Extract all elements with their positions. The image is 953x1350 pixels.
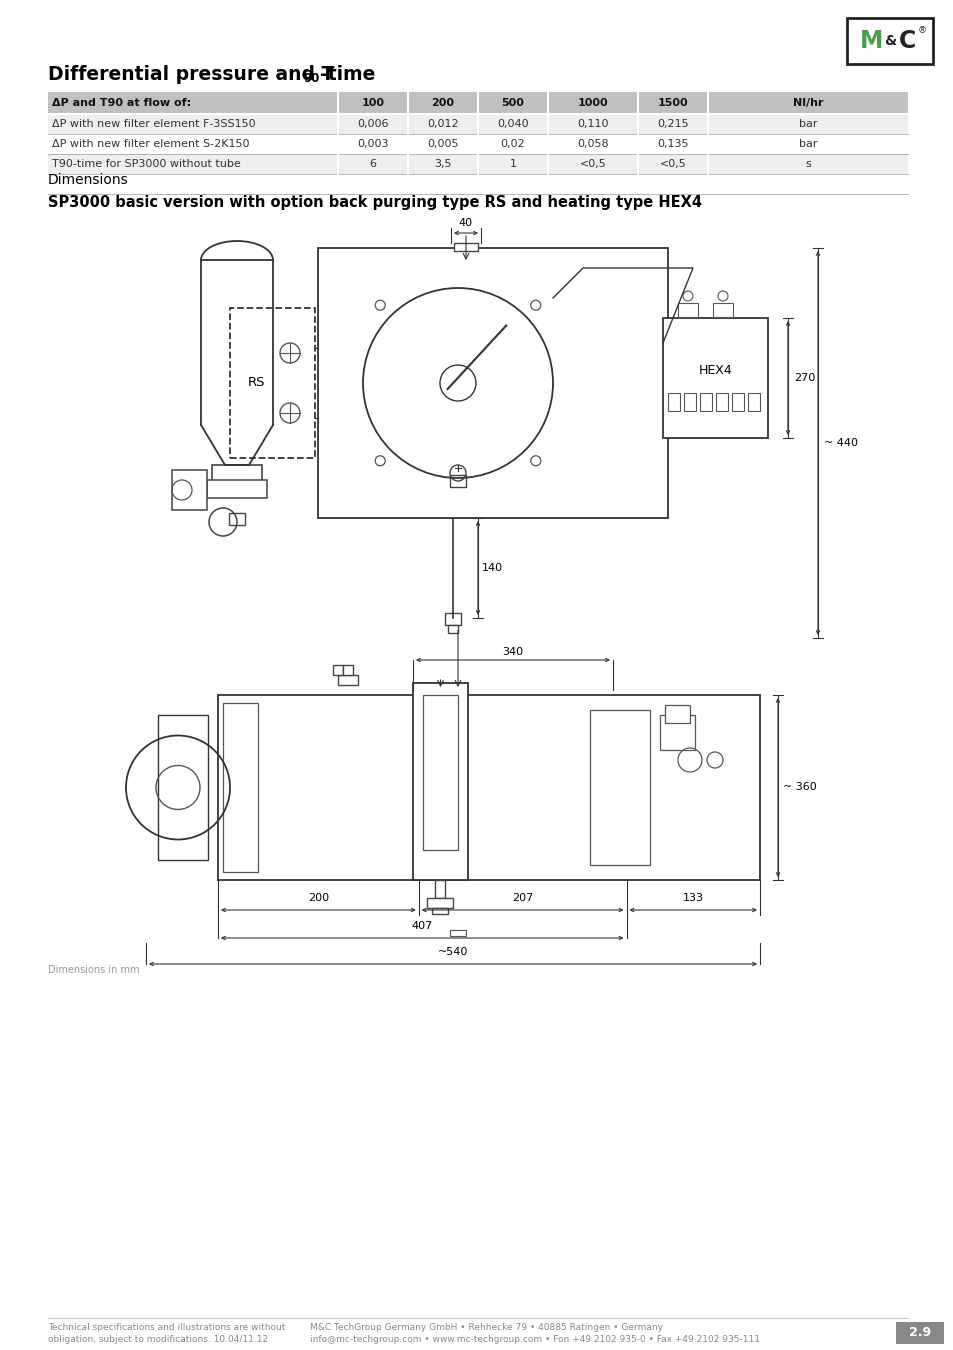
Text: ~ 360: ~ 360 (782, 783, 816, 792)
Text: 90: 90 (303, 73, 319, 85)
Text: 270: 270 (793, 373, 815, 383)
Bar (427, 898, 453, 909)
Bar (450, 930, 465, 936)
Text: Dimensions in mm: Dimensions in mm (48, 965, 139, 975)
Text: M&C TechGroup Germany GmbH • Rehhecke 79 • 40885 Ratingen • Germany: M&C TechGroup Germany GmbH • Rehhecke 79… (310, 1323, 662, 1332)
Bar (846, 18, 932, 63)
Bar (230, 308, 314, 458)
Text: 500: 500 (501, 99, 524, 108)
Bar (716, 393, 727, 410)
Text: 200: 200 (308, 892, 329, 903)
Bar (589, 710, 649, 865)
Text: info@mc-techgroup.com • www.mc-techgroup.com • Fon +49 2102 935-0 • Fax +49 2102: info@mc-techgroup.com • www.mc-techgroup… (310, 1335, 760, 1345)
Bar (444, 613, 460, 625)
Text: ®: ® (917, 27, 926, 35)
Text: 0,040: 0,040 (497, 119, 528, 130)
Text: 0,110: 0,110 (577, 119, 608, 130)
Bar (158, 716, 208, 860)
Text: 1000: 1000 (578, 99, 608, 108)
Bar (667, 393, 679, 410)
Bar (450, 475, 465, 487)
Text: Differential pressure and T: Differential pressure and T (48, 65, 334, 84)
Text: 0,135: 0,135 (657, 139, 688, 148)
Bar (659, 716, 695, 751)
Text: bar: bar (798, 119, 817, 130)
Text: 6: 6 (369, 159, 376, 169)
Text: &: & (883, 34, 895, 49)
Bar (48, 113, 907, 134)
Text: 407: 407 (411, 921, 433, 931)
Text: 0,215: 0,215 (657, 119, 688, 130)
Bar (172, 470, 207, 510)
Bar (700, 393, 711, 410)
Bar (747, 393, 760, 410)
Bar (48, 92, 907, 113)
Text: 3,5: 3,5 (434, 159, 452, 169)
Bar (712, 302, 732, 317)
Bar (683, 393, 696, 410)
Bar (48, 154, 907, 174)
Text: HEX4: HEX4 (698, 363, 732, 377)
Text: Dimensions: Dimensions (48, 173, 129, 188)
Bar (895, 1322, 943, 1345)
Bar (212, 464, 262, 495)
Text: ~ 440: ~ 440 (823, 437, 857, 448)
Text: bar: bar (798, 139, 817, 148)
Text: ~540: ~540 (437, 946, 468, 957)
Text: 0,02: 0,02 (500, 139, 525, 148)
Text: 0,058: 0,058 (577, 139, 608, 148)
Text: T90-time for SP3000 without tube: T90-time for SP3000 without tube (52, 159, 240, 169)
Bar (662, 319, 767, 437)
Bar (337, 675, 357, 684)
Bar (432, 909, 448, 914)
Bar (223, 703, 257, 872)
Text: <0,5: <0,5 (579, 159, 606, 169)
Bar (343, 666, 353, 675)
Bar (664, 705, 689, 724)
Bar (317, 248, 667, 518)
Text: SP3000 basic version with option back purging type RS and heating type HEX4: SP3000 basic version with option back pu… (48, 194, 701, 209)
Bar (218, 695, 760, 880)
Bar (448, 625, 457, 633)
Text: 340: 340 (502, 647, 523, 657)
Text: 133: 133 (682, 892, 703, 903)
Text: 140: 140 (481, 563, 502, 572)
Bar (422, 695, 457, 850)
Text: 207: 207 (512, 892, 533, 903)
Text: 0,003: 0,003 (356, 139, 388, 148)
Bar (454, 243, 477, 251)
Text: 0,012: 0,012 (427, 119, 458, 130)
Text: 1: 1 (509, 159, 516, 169)
Text: -time: -time (319, 65, 375, 84)
Text: RS: RS (248, 377, 265, 390)
Bar (435, 880, 445, 898)
Bar (731, 393, 743, 410)
Text: 40: 40 (458, 217, 473, 228)
Text: <0,5: <0,5 (659, 159, 685, 169)
Bar (207, 481, 267, 498)
Bar (413, 683, 468, 880)
Text: Nl/hr: Nl/hr (792, 99, 822, 108)
Text: 0,005: 0,005 (427, 139, 458, 148)
Text: C: C (898, 28, 915, 53)
Text: ΔP with new filter element S-2K150: ΔP with new filter element S-2K150 (52, 139, 250, 148)
Text: 1500: 1500 (657, 99, 688, 108)
Text: 200: 200 (431, 99, 454, 108)
Text: obligation, subject to modifications. 10.04/11.12: obligation, subject to modifications. 10… (48, 1335, 268, 1345)
Bar (48, 134, 907, 154)
Text: 0,006: 0,006 (356, 119, 388, 130)
Bar (678, 302, 698, 317)
Text: M: M (859, 28, 882, 53)
Text: s: s (804, 159, 810, 169)
Text: 100: 100 (361, 99, 384, 108)
Text: Technical specifications and illustrations are without: Technical specifications and illustratio… (48, 1323, 285, 1332)
Text: 2.9: 2.9 (908, 1327, 930, 1339)
Text: ΔP with new filter element F-3SS150: ΔP with new filter element F-3SS150 (52, 119, 255, 130)
Bar (229, 513, 245, 525)
Bar (333, 666, 343, 675)
Text: ΔP and T90 at flow of:: ΔP and T90 at flow of: (52, 99, 191, 108)
